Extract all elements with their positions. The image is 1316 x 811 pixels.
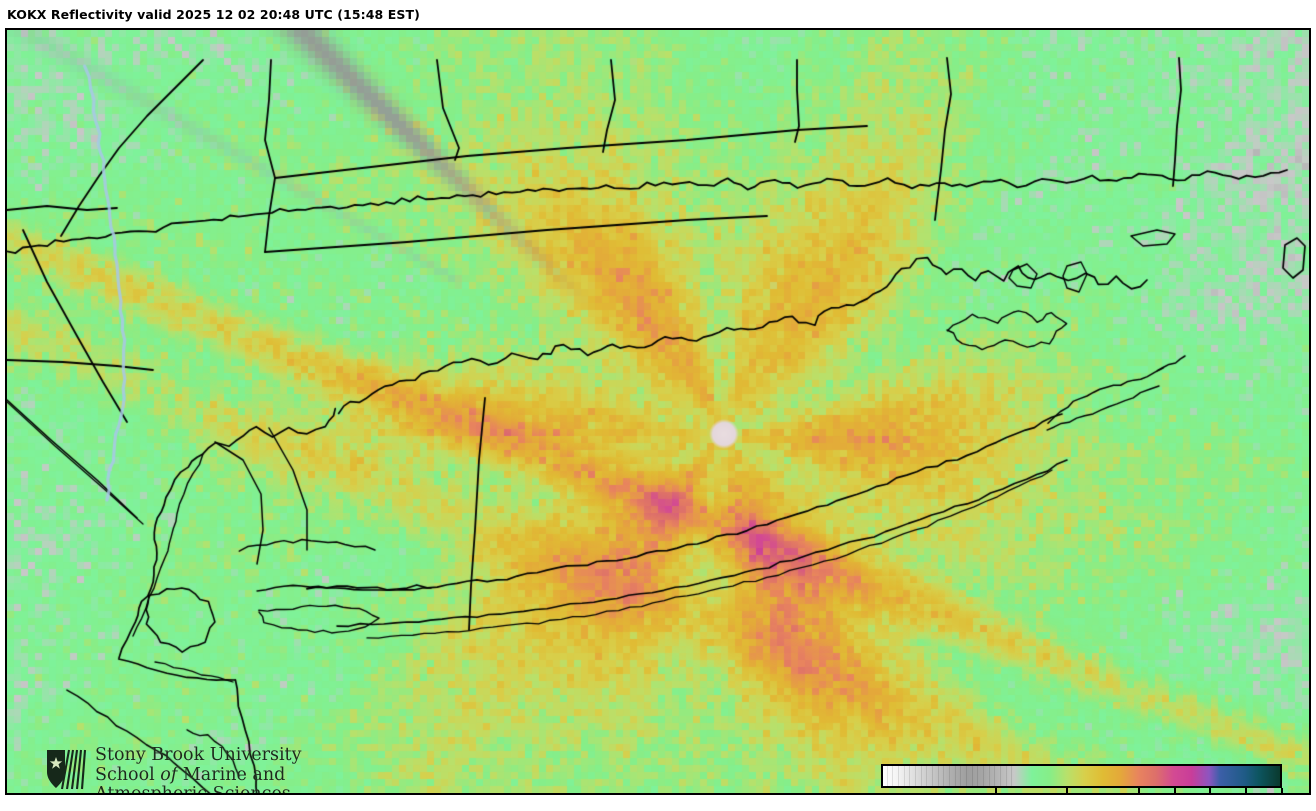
colorbar-band-divider [931,766,933,786]
colorbar-tick [1173,788,1176,793]
colorbar-band-divider [988,766,990,786]
colorbar-tick-label: 0 [990,793,1001,795]
colorbar-band-divider [914,766,916,786]
logo-line-1: Stony Brook University [95,745,302,765]
title-bar: KOKX Reflectivity valid 2025 12 02 20:48… [0,0,1316,28]
colorbar-tick-labels: 0204050607080 [881,793,1282,795]
colorbar-tick [1281,788,1283,793]
colorbar-band-divider [926,766,928,786]
logo-line-3: Atmospheric Sciences [95,784,291,795]
colorbar-band-divider [886,766,888,786]
colorbar-band-divider [943,766,945,786]
logo-line-2-em: of [160,764,178,785]
colorbar-tick-label: 50 [1164,793,1186,795]
colorbar-band-divider [960,766,962,786]
colorbar-tick-label: 60 [1200,793,1222,795]
colorbar-tick-label: 20 [1056,793,1078,795]
colorbar-gradient-box [881,764,1282,788]
colorbar-band-divider [965,766,967,786]
colorbar-tick [1066,788,1069,793]
reflectivity-colorbar: 0204050607080 [876,760,1288,795]
logo-line-2-b: Marine and [177,764,286,785]
colorbar-tick [1209,788,1212,793]
colorbar-band-divider [1000,766,1001,786]
radar-map-frame[interactable]: 0204050607080 Stony Brook Un [5,28,1311,795]
colorbar-tick-label: 80 [1271,793,1293,795]
colorbar-band-divider [994,766,996,786]
colorbar-band-divider [977,766,979,786]
page-title: KOKX Reflectivity valid 2025 12 02 20:48… [7,6,420,22]
colorbar-band-divider [1005,766,1007,786]
logo-text: Stony Brook University School of Marine … [95,745,302,795]
colorbar-tick [994,788,997,793]
logo-line-2: School of Marine and [95,764,301,786]
colorbar-tick [1137,788,1140,793]
stony-brook-logo: Stony Brook University School of Marine … [45,745,315,795]
colorbar-gradient [883,766,1280,786]
colorbar-band-divider [897,766,899,786]
colorbar-tick-label: 40 [1128,793,1150,795]
colorbar-band-divider [909,766,911,786]
logo-line-2-a: School [95,764,161,785]
colorbar-band-divider [1011,766,1013,786]
colorbar-ticks [881,788,1283,793]
colorbar-band-divider [920,766,922,786]
colorbar-band-divider [892,766,894,786]
colorbar-band-divider [971,766,973,786]
colorbar-band-divider [937,766,939,786]
radar-reflectivity-map[interactable] [7,30,1309,793]
colorbar-band-divider [903,766,905,786]
colorbar-band-divider [954,766,956,786]
colorbar-tick [1245,788,1248,793]
colorbar-band-divider [983,766,984,786]
shield-icon [45,748,89,790]
colorbar-band-divider [948,766,950,786]
colorbar-tick-label: 70 [1235,793,1257,795]
